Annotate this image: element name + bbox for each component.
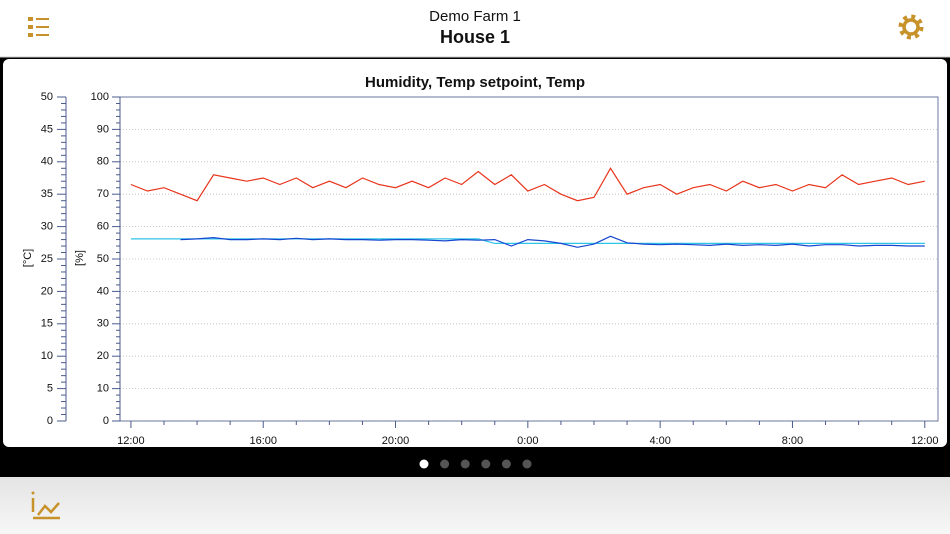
page-dot bbox=[481, 459, 491, 469]
menu-line bbox=[36, 26, 49, 28]
series-line bbox=[130, 167, 925, 202]
y-tick-label: 5 bbox=[47, 383, 53, 395]
y-tick-label: 25 bbox=[41, 253, 53, 265]
y-tick-label: 15 bbox=[41, 318, 53, 330]
x-tick-label: 4:00 bbox=[649, 435, 670, 447]
y2-tick-label: 0 bbox=[103, 415, 109, 427]
info-dot bbox=[31, 491, 35, 495]
menu-line bbox=[36, 34, 49, 36]
page-dot bbox=[460, 459, 470, 469]
x-tick-label: 20:00 bbox=[382, 435, 410, 447]
y-tick-label: 10 bbox=[41, 350, 53, 362]
x-tick-label: 16:00 bbox=[249, 435, 277, 447]
y2-tick-label: 20 bbox=[97, 350, 109, 362]
settings-icon[interactable] bbox=[898, 14, 924, 40]
y-tick-label: 40 bbox=[41, 156, 53, 168]
y-tick-label: 50 bbox=[41, 91, 53, 103]
plot-frame bbox=[119, 96, 939, 422]
chart-card bbox=[3, 59, 947, 447]
chart: 0 5 10 15 20 25 30 35 40 45 50 0 10 20 30 40 50 60 70 80 90 1… bbox=[41, 91, 939, 447]
gear-teeth bbox=[898, 14, 924, 40]
toolbar bbox=[0, 477, 950, 534]
icon-trend bbox=[37, 502, 60, 516]
y2-tick-label: 70 bbox=[97, 188, 109, 200]
chart-title: Humidity, Temp setpoint, Temp bbox=[365, 74, 585, 91]
page-dot bbox=[522, 459, 532, 469]
y2-tick-label: 80 bbox=[97, 156, 109, 168]
y2-tick-label: 30 bbox=[97, 318, 109, 330]
y2-tick-label: 10 bbox=[97, 383, 109, 395]
chart-info-icon[interactable] bbox=[31, 491, 61, 520]
menu-line bbox=[36, 18, 49, 20]
header-bar bbox=[0, 0, 950, 57]
y-axis-label: [°C] bbox=[22, 249, 34, 267]
y2-tick-label: 50 bbox=[97, 253, 109, 265]
y-tick-label: 0 bbox=[47, 415, 53, 427]
x-tick-label: 12:00 bbox=[911, 435, 939, 447]
series-line bbox=[180, 235, 925, 248]
x-tick-label: 0:00 bbox=[517, 435, 538, 447]
pager[interactable] bbox=[419, 459, 532, 469]
page-dot bbox=[440, 459, 450, 469]
y2-tick-label: 40 bbox=[97, 285, 109, 297]
y-tick-label: 45 bbox=[41, 123, 53, 135]
gear-ring bbox=[902, 18, 920, 36]
x-tick-label: 12:00 bbox=[117, 435, 145, 447]
y2-tick-label: 60 bbox=[97, 221, 109, 233]
y2-tick-label: 90 bbox=[97, 123, 109, 135]
x-tick-label: 8:00 bbox=[782, 435, 803, 447]
menu-icon[interactable] bbox=[28, 17, 49, 37]
y2-tick-label: 100 bbox=[91, 91, 109, 103]
farm-name: Demo Farm 1 bbox=[429, 8, 521, 25]
page-dot bbox=[501, 459, 511, 469]
page-dot bbox=[419, 459, 429, 469]
y-tick-label: 35 bbox=[41, 188, 53, 200]
y-tick-label: 20 bbox=[41, 285, 53, 297]
menu-bullet bbox=[28, 17, 33, 21]
y-tick-label: 30 bbox=[41, 221, 53, 233]
menu-bullet bbox=[28, 25, 33, 29]
house-name: House 1 bbox=[440, 27, 510, 47]
y2-axis-label: [%] bbox=[74, 250, 86, 266]
menu-bullet bbox=[28, 33, 33, 37]
